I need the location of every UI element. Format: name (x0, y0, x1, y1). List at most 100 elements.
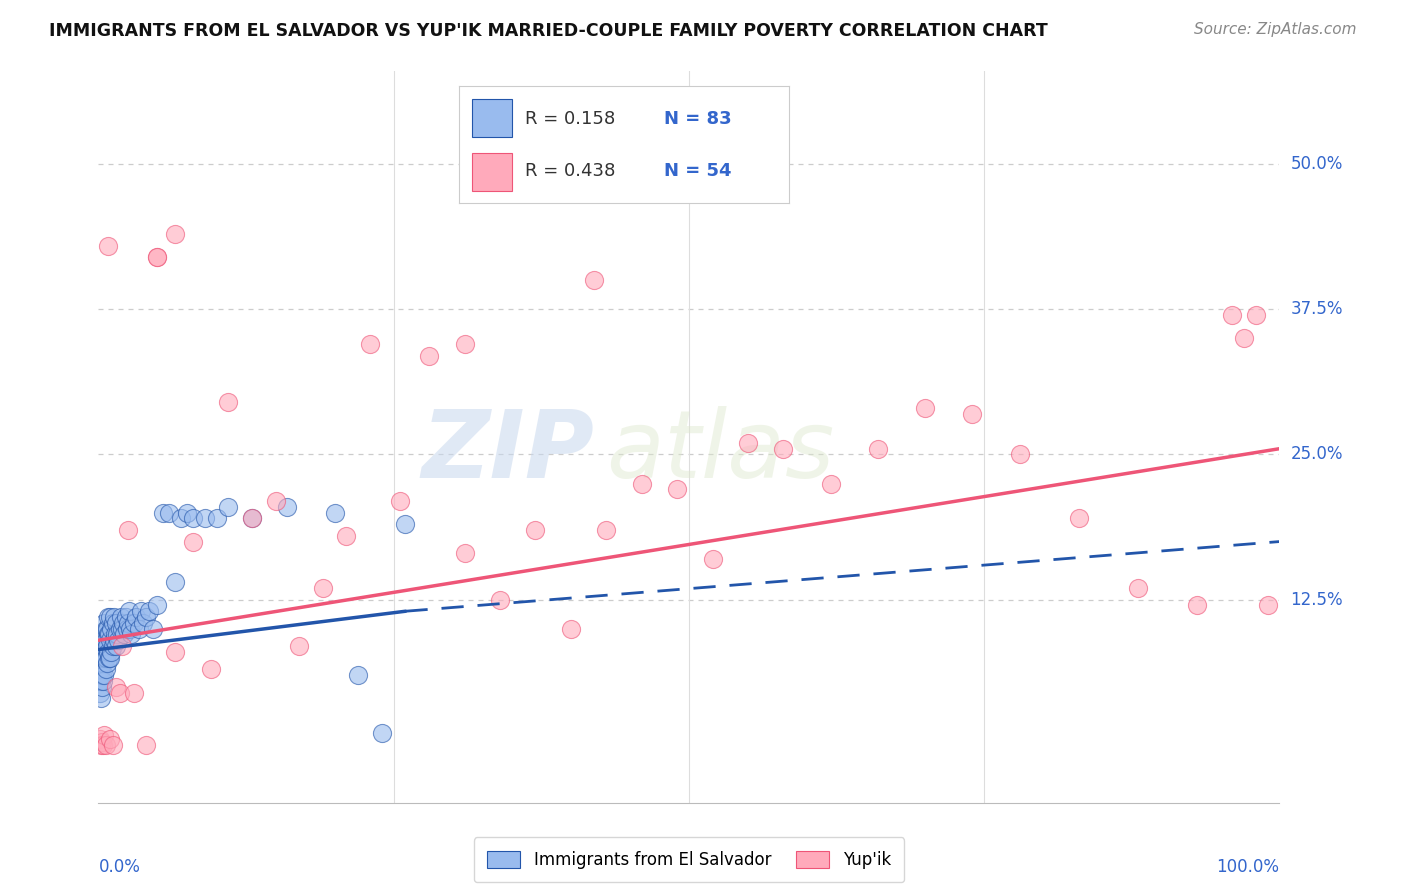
Point (1008, 448, 1031, 462)
Point (96, 639, 118, 653)
Point (146, 599, 169, 613)
Point (583, 273, 606, 287)
Point (93, 729, 115, 743)
Point (91, 633, 114, 648)
Point (97, 645, 120, 659)
Point (176, 506, 198, 520)
Point (101, 615, 124, 630)
Point (146, 250, 169, 264)
Point (90, 662, 112, 676)
Point (772, 442, 794, 456)
Point (630, 476, 652, 491)
Point (94, 738, 117, 752)
Point (371, 726, 394, 740)
Text: IMMIGRANTS FROM EL SALVADOR VS YUP'IK MARRIED-COUPLE FAMILY POVERTY CORRELATION : IMMIGRANTS FROM EL SALVADOR VS YUP'IK MA… (49, 22, 1047, 40)
Point (181, 534, 204, 549)
Point (90, 738, 112, 752)
Point (914, 401, 936, 415)
Text: 50.0%: 50.0% (1291, 155, 1343, 173)
Text: Source: ZipAtlas.com: Source: ZipAtlas.com (1194, 22, 1357, 37)
Point (105, 680, 128, 694)
Point (866, 442, 889, 456)
Point (105, 615, 128, 630)
Text: atlas: atlas (606, 406, 835, 497)
Point (702, 552, 724, 566)
Point (112, 627, 135, 641)
Point (165, 575, 187, 590)
Point (418, 349, 440, 363)
Point (118, 604, 141, 618)
Point (98, 633, 121, 648)
Point (98, 650, 121, 665)
Point (1185, 599, 1208, 613)
Point (524, 523, 547, 537)
Point (595, 523, 617, 537)
Point (1257, 599, 1279, 613)
Point (93, 668, 115, 682)
Point (170, 511, 193, 525)
Point (93, 615, 115, 630)
Point (107, 633, 129, 648)
Point (359, 337, 381, 351)
Point (98, 650, 121, 665)
Point (217, 500, 239, 514)
Point (97, 610, 120, 624)
Point (129, 604, 152, 618)
Point (111, 622, 134, 636)
Point (91, 680, 114, 694)
Point (105, 639, 128, 653)
Point (98, 627, 121, 641)
Point (98, 610, 121, 624)
Point (94, 622, 117, 636)
Point (91, 738, 114, 752)
Point (101, 738, 124, 752)
Point (93, 639, 115, 653)
Point (93, 650, 115, 665)
Point (122, 685, 145, 699)
Point (666, 483, 689, 497)
Point (312, 581, 335, 595)
Point (104, 627, 127, 641)
Point (91, 657, 114, 671)
Point (560, 622, 582, 636)
Legend: Immigrants from El Salvador, Yup'ik: Immigrants from El Salvador, Yup'ik (474, 838, 904, 882)
Point (89, 673, 111, 688)
Point (103, 633, 125, 648)
Point (165, 645, 187, 659)
Point (91, 673, 114, 688)
Point (112, 615, 135, 630)
Point (91, 735, 114, 749)
Point (165, 227, 187, 241)
Point (110, 610, 132, 624)
Point (157, 506, 180, 520)
Point (394, 517, 416, 532)
Point (90, 673, 112, 688)
Point (115, 622, 138, 636)
Point (120, 622, 142, 636)
Point (89, 685, 111, 699)
Point (135, 610, 157, 624)
Point (100, 645, 122, 659)
Point (94, 633, 117, 648)
Point (335, 529, 357, 543)
Point (93, 627, 115, 641)
Point (128, 622, 150, 636)
Text: 12.5%: 12.5% (1291, 591, 1343, 608)
Point (132, 615, 155, 630)
Point (105, 627, 128, 641)
Point (89, 662, 111, 676)
Point (1126, 581, 1149, 595)
Point (1244, 308, 1267, 322)
Point (98, 731, 121, 746)
Point (97, 238, 120, 252)
Point (388, 494, 411, 508)
Point (217, 395, 239, 409)
Text: 25.0%: 25.0% (1291, 445, 1343, 464)
Point (117, 615, 139, 630)
Point (194, 511, 217, 525)
Point (91, 668, 114, 682)
Point (91, 639, 114, 653)
Point (1067, 511, 1090, 525)
Point (181, 511, 204, 525)
Point (90, 691, 112, 706)
